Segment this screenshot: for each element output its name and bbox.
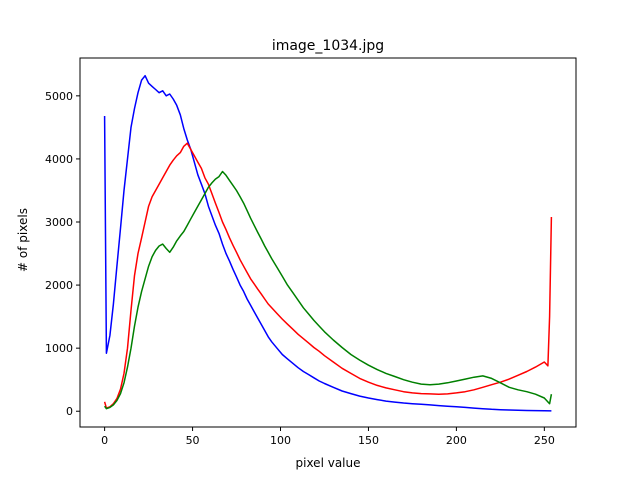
- y-tick-label-2: 2000: [45, 279, 73, 292]
- chart-title: image_1034.jpg: [272, 38, 384, 54]
- y-tick-label-4: 4000: [45, 153, 73, 166]
- x-tick-label-1: 50: [186, 434, 200, 447]
- x-tick-label-2: 100: [270, 434, 291, 447]
- series-layer: [103, 74, 553, 412]
- x-tick-label-5: 250: [534, 434, 555, 447]
- series-line-0: [103, 74, 552, 412]
- y-tick-label-3: 3000: [45, 216, 73, 229]
- x-tick-label-4: 200: [446, 434, 467, 447]
- x-tick-label-3: 150: [358, 434, 379, 447]
- y-axis-label: # of pixels: [16, 208, 30, 272]
- x-tick-label-0: 0: [101, 434, 108, 447]
- y-tick-label-0: 0: [66, 405, 73, 418]
- x-axis-label: pixel value: [296, 456, 361, 470]
- plot-frame: [79, 57, 577, 428]
- series-line-2: [103, 170, 553, 410]
- y-tick-label-5: 5000: [45, 90, 73, 103]
- series-line-1: [103, 142, 553, 409]
- tick-layer: 0 50 100 150 200 250 0 1000 2000 3000 4000 5000: [45, 90, 555, 447]
- y-tick-label-1: 1000: [45, 342, 73, 355]
